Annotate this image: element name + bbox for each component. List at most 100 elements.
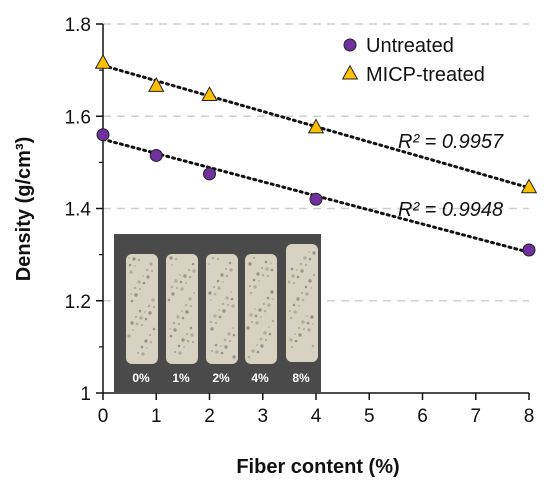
y-tick-label-1.4: 1.4 [65, 200, 92, 221]
sample-speckle [132, 257, 136, 261]
sample-speckle [232, 333, 236, 337]
sample-speckle [127, 334, 131, 338]
sample-speckle [270, 290, 274, 294]
sample-cylinder [206, 254, 238, 364]
sample-speckle [253, 285, 257, 289]
x-tick-label-5: 5 [364, 406, 375, 427]
sample-speckle [258, 280, 260, 282]
sample-speckle [253, 257, 255, 259]
sample-cylinder [126, 254, 158, 364]
sample-speckle [134, 293, 138, 297]
sample-speckle [133, 286, 137, 290]
sample-speckle [185, 310, 189, 314]
sample-speckle [213, 286, 215, 288]
sample-speckle [301, 292, 303, 294]
sample-speckle [261, 267, 263, 269]
sample-speckle [267, 303, 271, 307]
x-tick-label-6: 6 [417, 406, 428, 427]
sample-speckle [128, 263, 132, 267]
sample-speckle [268, 332, 272, 336]
sample-speckle [192, 269, 196, 273]
sample-speckle [308, 257, 312, 261]
sample-speckle [174, 351, 176, 353]
sample-speckle [215, 322, 217, 324]
sample-speckle [301, 298, 305, 302]
sample-speckle [260, 316, 262, 318]
x-tick-label-1: 1 [151, 406, 162, 427]
y-tick-label-1.6: 1.6 [65, 107, 91, 128]
sample-speckle [146, 347, 148, 349]
sample-speckle [290, 267, 294, 271]
sample-speckle [186, 339, 190, 343]
sample-speckle [174, 257, 178, 261]
sample-speckle [289, 338, 293, 342]
micp-point-1 [148, 76, 165, 92]
sample-speckle [267, 275, 269, 277]
sample-speckle [247, 355, 251, 359]
sample-speckle [213, 314, 217, 318]
sample-speckle [180, 287, 184, 291]
sample-speckle [298, 305, 300, 307]
sample-speckle [305, 264, 307, 266]
sample-speckle [254, 314, 258, 318]
inset-label-1: 1% [172, 371, 190, 385]
r2-label-0: R² = 0.9948 [398, 199, 503, 221]
sample-speckle [249, 313, 253, 317]
legend-marker-0 [343, 38, 357, 52]
sample-speckle [254, 308, 256, 310]
sample-cylinder [166, 254, 198, 364]
sample-speckle [138, 309, 142, 313]
sample-speckle [293, 310, 297, 314]
sample-speckle [152, 327, 156, 331]
sample-speckle [130, 299, 134, 303]
y-axis-title: Density (g/cm³) [13, 137, 35, 281]
sample-speckle [312, 323, 314, 325]
sample-speckle [228, 261, 232, 265]
sample-speckle [208, 291, 212, 295]
sample-speckle [209, 320, 213, 324]
sample-speckle [153, 306, 155, 308]
sample-speckle [213, 292, 217, 296]
sample-speckle [176, 315, 180, 319]
sample-speckle [258, 308, 262, 312]
x-tick-label-2: 2 [204, 406, 215, 427]
sample-speckle [232, 327, 234, 329]
sample-speckle [146, 275, 150, 279]
trendlines [101, 64, 531, 254]
sample-speckle [214, 343, 218, 347]
sample-speckle [210, 299, 212, 301]
sample-speckle [130, 321, 134, 325]
sample-speckle [218, 315, 222, 319]
sample-speckle [144, 317, 148, 321]
sample-speckle [211, 256, 215, 260]
sample-speckle [248, 262, 252, 266]
sample-speckle [312, 251, 316, 255]
sample-speckle [183, 346, 185, 348]
sample-speckle [265, 339, 267, 341]
sample-speckle [139, 288, 141, 290]
untreated-point-1 [149, 148, 163, 162]
sample-speckle [171, 292, 175, 296]
sample-speckle [188, 269, 190, 271]
sample-speckle [169, 256, 173, 260]
sample-speckle [192, 341, 194, 343]
sample-speckle [307, 328, 311, 332]
sample-speckle [208, 263, 210, 265]
sample-speckle [227, 304, 229, 306]
sample-speckle [303, 328, 305, 330]
sample-speckle [261, 273, 265, 277]
sample-speckle [149, 262, 153, 266]
sample-speckle [188, 297, 192, 301]
sample-speckle [171, 264, 173, 266]
inset-label-0: 0% [132, 371, 150, 385]
untreated-point-2 [203, 167, 216, 181]
sample-speckle [172, 321, 176, 325]
sample-photo-inset: 0% 1% 2% 4% 8% [114, 234, 321, 392]
sample-speckle [310, 287, 312, 289]
x-tick-label-4: 4 [311, 406, 322, 427]
inset-label-4: 8% [292, 371, 310, 385]
sample-speckle [265, 267, 269, 271]
sample-speckle [215, 350, 219, 354]
sample-speckle [311, 344, 315, 348]
